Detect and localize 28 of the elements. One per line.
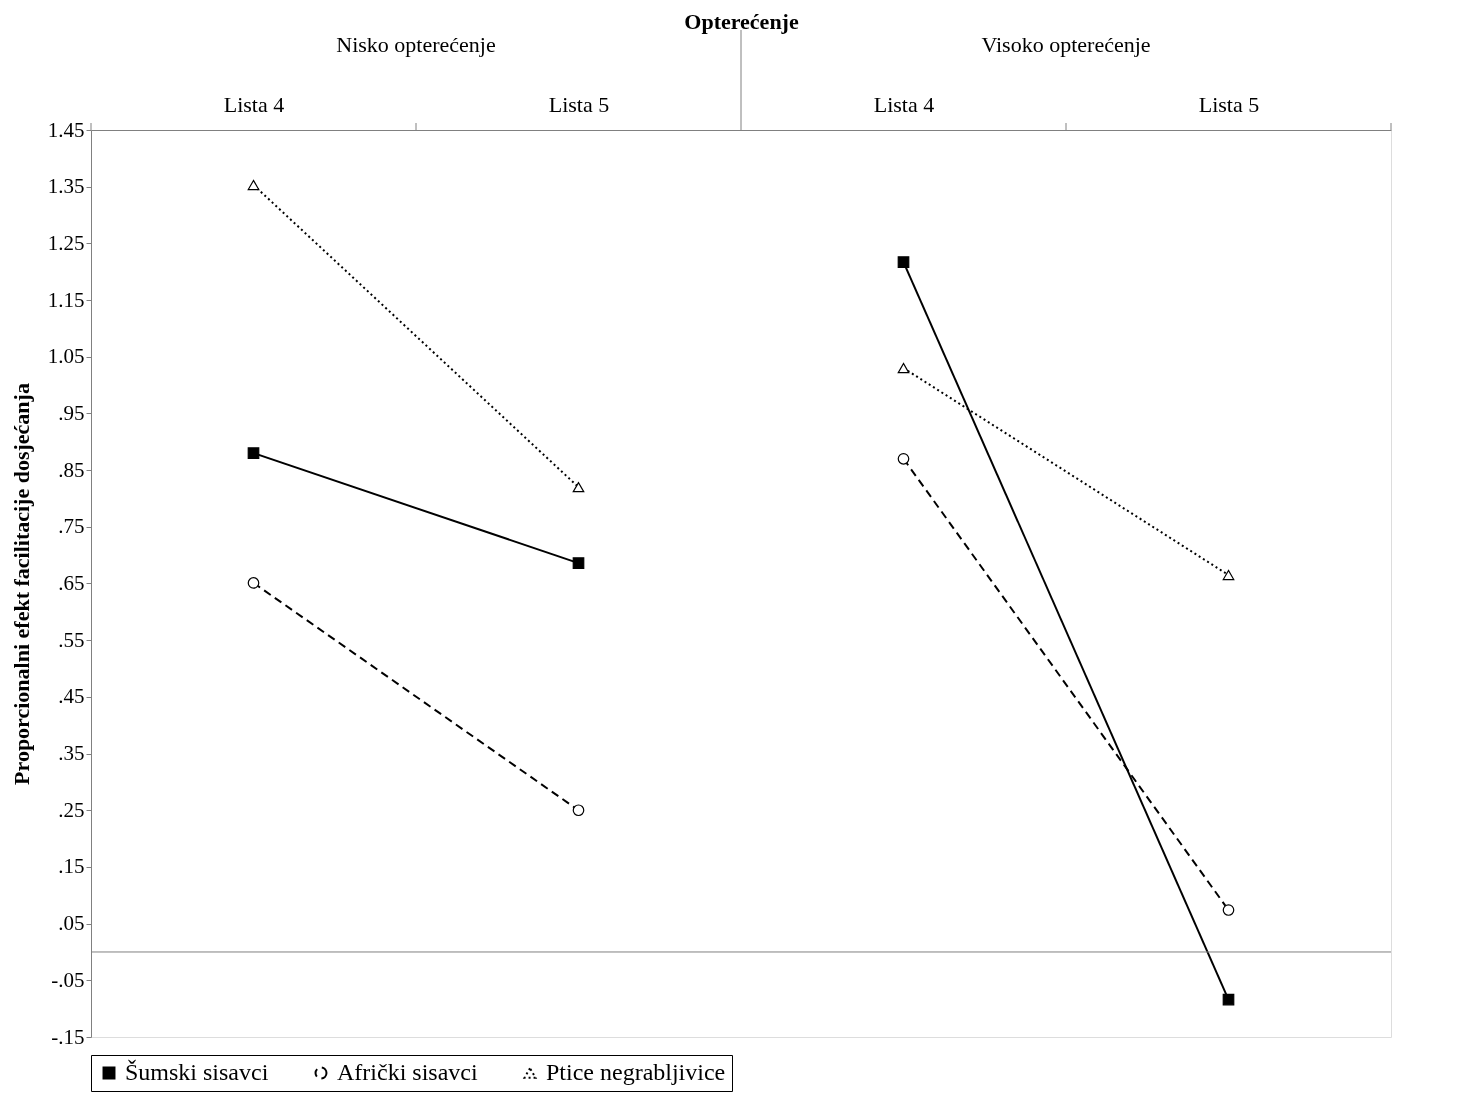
y-tick-label: 1.35 xyxy=(47,174,85,199)
x-axis-title: Opterećenje xyxy=(684,8,799,34)
legend-label: Šumski sisavci xyxy=(125,1059,269,1085)
x-tick-label: Lista 5 xyxy=(1198,91,1260,117)
y-tick-label: .65 xyxy=(58,571,85,595)
y-tick-label: .25 xyxy=(58,797,85,822)
text: Nisko opterećenje xyxy=(336,32,496,57)
x-tick-label: Lista 4 xyxy=(873,91,935,117)
y-tick-label: .45 xyxy=(58,684,85,709)
y-tick-label: .75 xyxy=(58,514,85,539)
y-tick-label: 1.45 xyxy=(47,117,85,142)
y-tick-label: 1.25 xyxy=(47,230,85,255)
y-tick-label: -.05 xyxy=(51,967,85,992)
y-tick-label: 1.15 xyxy=(47,287,85,312)
y-tick-label: .35 xyxy=(58,741,85,766)
x-tick-label: Lista 5 xyxy=(548,91,610,117)
legend-label: Ptice negrabljivice xyxy=(546,1059,726,1085)
y-tick-label: .15 xyxy=(58,854,85,879)
text: Visoko opterećenje xyxy=(981,32,1151,57)
y-tick-label: .55 xyxy=(58,627,85,652)
y-axis-title: Proporcionalni efekt facilitacije dosjećanja xyxy=(8,383,34,785)
legend-label: Afrički sisavci xyxy=(337,1059,478,1085)
x-tick-label: Lista 4 xyxy=(223,91,285,117)
y-tick-label: 1.05 xyxy=(47,344,85,369)
y-tick-label: .05 xyxy=(58,911,85,936)
y-tick-label: .95 xyxy=(58,400,85,425)
y-tick-label: .85 xyxy=(58,457,85,482)
y-tick-label: -.15 xyxy=(51,1024,85,1049)
